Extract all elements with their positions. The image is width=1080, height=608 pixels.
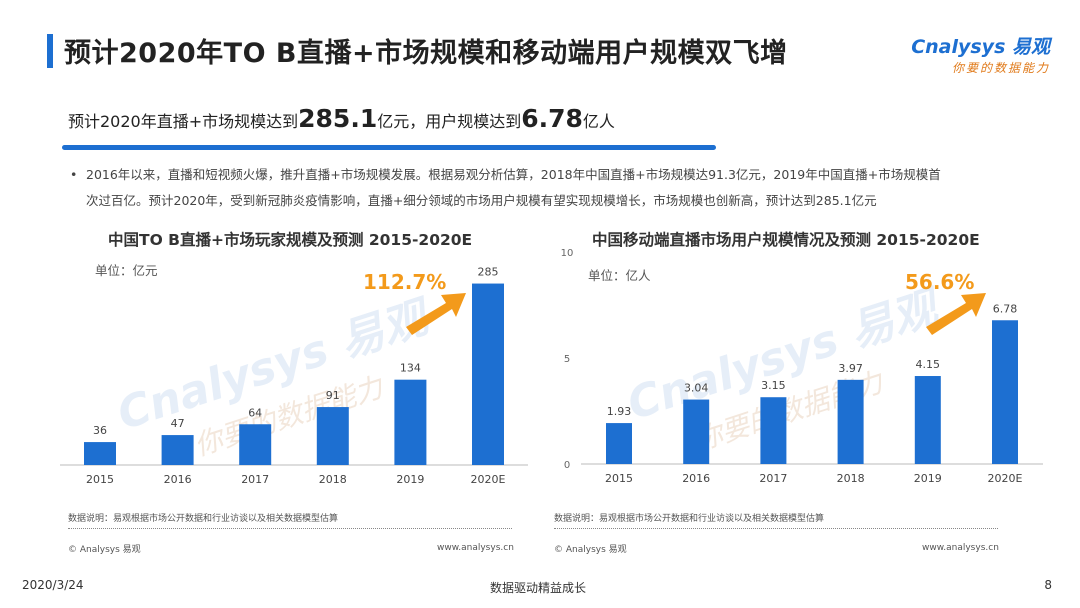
- bullet-line-2: 次过百亿。预计2020年，受到新冠肺炎疫情影响，直播+细分领域的市场用户规模有望…: [86, 193, 877, 208]
- right-bar: [683, 399, 710, 464]
- right-data-label: 3.15: [761, 379, 786, 392]
- left-bar: [394, 379, 427, 465]
- summary-value-market: 285.1: [298, 104, 378, 133]
- right-data-label: 3.04: [684, 382, 709, 395]
- left-x-tick-label: 2015: [86, 473, 114, 486]
- left-x-tick-label: 2019: [396, 473, 424, 486]
- right-bar: [992, 320, 1018, 464]
- summary-text-3: 亿人: [582, 112, 615, 131]
- left-data-label: 36: [93, 424, 107, 437]
- right-x-tick-label: 2019: [914, 472, 942, 485]
- left-x-tick-label: 2018: [319, 473, 347, 486]
- left-copyright: © Analysys 易观: [68, 545, 141, 555]
- right-data-label: 3.97: [838, 362, 863, 375]
- left-site-url: www.analysys.cn: [437, 543, 514, 553]
- right-dotted-divider: [554, 528, 998, 529]
- left-growth-arrow-icon: [406, 293, 466, 335]
- right-chart-unit: 单位：亿人: [588, 268, 651, 283]
- right-y-tick-label: 5: [564, 354, 570, 365]
- right-growth-arrow-icon: [926, 293, 986, 335]
- summary-value-users: 6.78: [521, 104, 583, 133]
- left-bar: [316, 407, 349, 465]
- left-chart-title: 中国TO B直播+市场玩家规模及预测 2015-2020E: [108, 231, 473, 249]
- left-data-label: 91: [326, 389, 340, 402]
- title-accent-bar: [47, 34, 53, 68]
- logo-main-text: Cnalysys 易观: [911, 36, 1050, 58]
- left-data-note: 数据说明：易观根据市场公开数据和行业访谈以及相关数据模型估算: [68, 514, 339, 524]
- summary-text-2: 亿元，用户规模达到: [377, 112, 522, 131]
- summary-text-1: 预计2020年直播+市场规模达到: [68, 112, 299, 131]
- right-x-tick-label: 2016: [682, 472, 710, 485]
- right-site-url: www.analysys.cn: [922, 543, 999, 553]
- left-bar: [84, 442, 116, 465]
- summary-underline: [62, 145, 716, 150]
- footer-slogan: 数据驱动精益成长: [490, 581, 587, 595]
- right-y-tick-label: 0: [564, 460, 570, 471]
- left-data-label: 64: [248, 406, 262, 419]
- headline-summary: 预计2020年直播+市场规模达到285.1亿元，用户规模达到6.78亿人: [68, 104, 615, 133]
- left-data-label: 47: [171, 417, 185, 430]
- right-bar-chart: 0 5 10 1.93 2015 3.04 2016 3.15 2017 3.97 2018 4.15…: [561, 248, 1043, 485]
- right-y-tick-label: 10: [561, 248, 574, 259]
- right-x-tick-label: 2017: [759, 472, 787, 485]
- right-data-label: 1.93: [607, 405, 632, 418]
- left-bar: [161, 435, 194, 465]
- right-data-label: 4.15: [916, 358, 941, 371]
- right-bar: [914, 376, 941, 464]
- right-bar: [606, 423, 632, 464]
- right-growth-label: 56.6%: [905, 270, 975, 294]
- right-x-tick-label: 2020E: [988, 472, 1023, 485]
- bullet-line-1: 2016年以来，直播和短视频火爆，推升直播+市场规模发展。根据易观分析估算，20…: [86, 167, 941, 182]
- left-bar: [472, 283, 504, 465]
- logo-tagline: 你要的数据能力: [951, 61, 1050, 75]
- left-x-tick-label: 2020E: [471, 473, 506, 486]
- right-bar: [837, 379, 864, 464]
- right-bar: [760, 397, 787, 464]
- left-x-tick-label: 2017: [241, 473, 269, 486]
- footer-date: 2020/3/24: [22, 578, 84, 592]
- bullet-dot-icon: •: [70, 167, 78, 182]
- right-chart-title: 中国移动端直播市场用户规模情况及预测 2015-2020E: [592, 231, 980, 249]
- left-bar-chart: 36 2015 47 2016 64 2017 91 2018 134 2019 285 2020E: [60, 266, 528, 486]
- left-data-label: 134: [400, 362, 421, 375]
- left-data-label: 285: [478, 266, 499, 279]
- right-x-tick-label: 2015: [605, 472, 633, 485]
- right-x-tick-label: 2018: [837, 472, 865, 485]
- right-data-label: 6.78: [993, 302, 1018, 315]
- page-title: 预计2020年TO B直播+市场规模和移动端用户规模双飞增: [64, 38, 788, 69]
- right-data-note: 数据说明：易观根据市场公开数据和行业访谈以及相关数据模型估算: [554, 514, 825, 524]
- left-x-tick-label: 2016: [164, 473, 192, 486]
- right-copyright: © Analysys 易观: [554, 545, 627, 555]
- left-growth-label: 112.7%: [363, 270, 447, 294]
- left-dotted-divider: [68, 528, 512, 529]
- brand-logo: Cnalysys 易观 你要的数据能力: [911, 32, 1050, 76]
- left-bar: [239, 424, 272, 465]
- page-number: 8: [1044, 578, 1052, 592]
- left-chart-unit: 单位：亿元: [95, 263, 158, 278]
